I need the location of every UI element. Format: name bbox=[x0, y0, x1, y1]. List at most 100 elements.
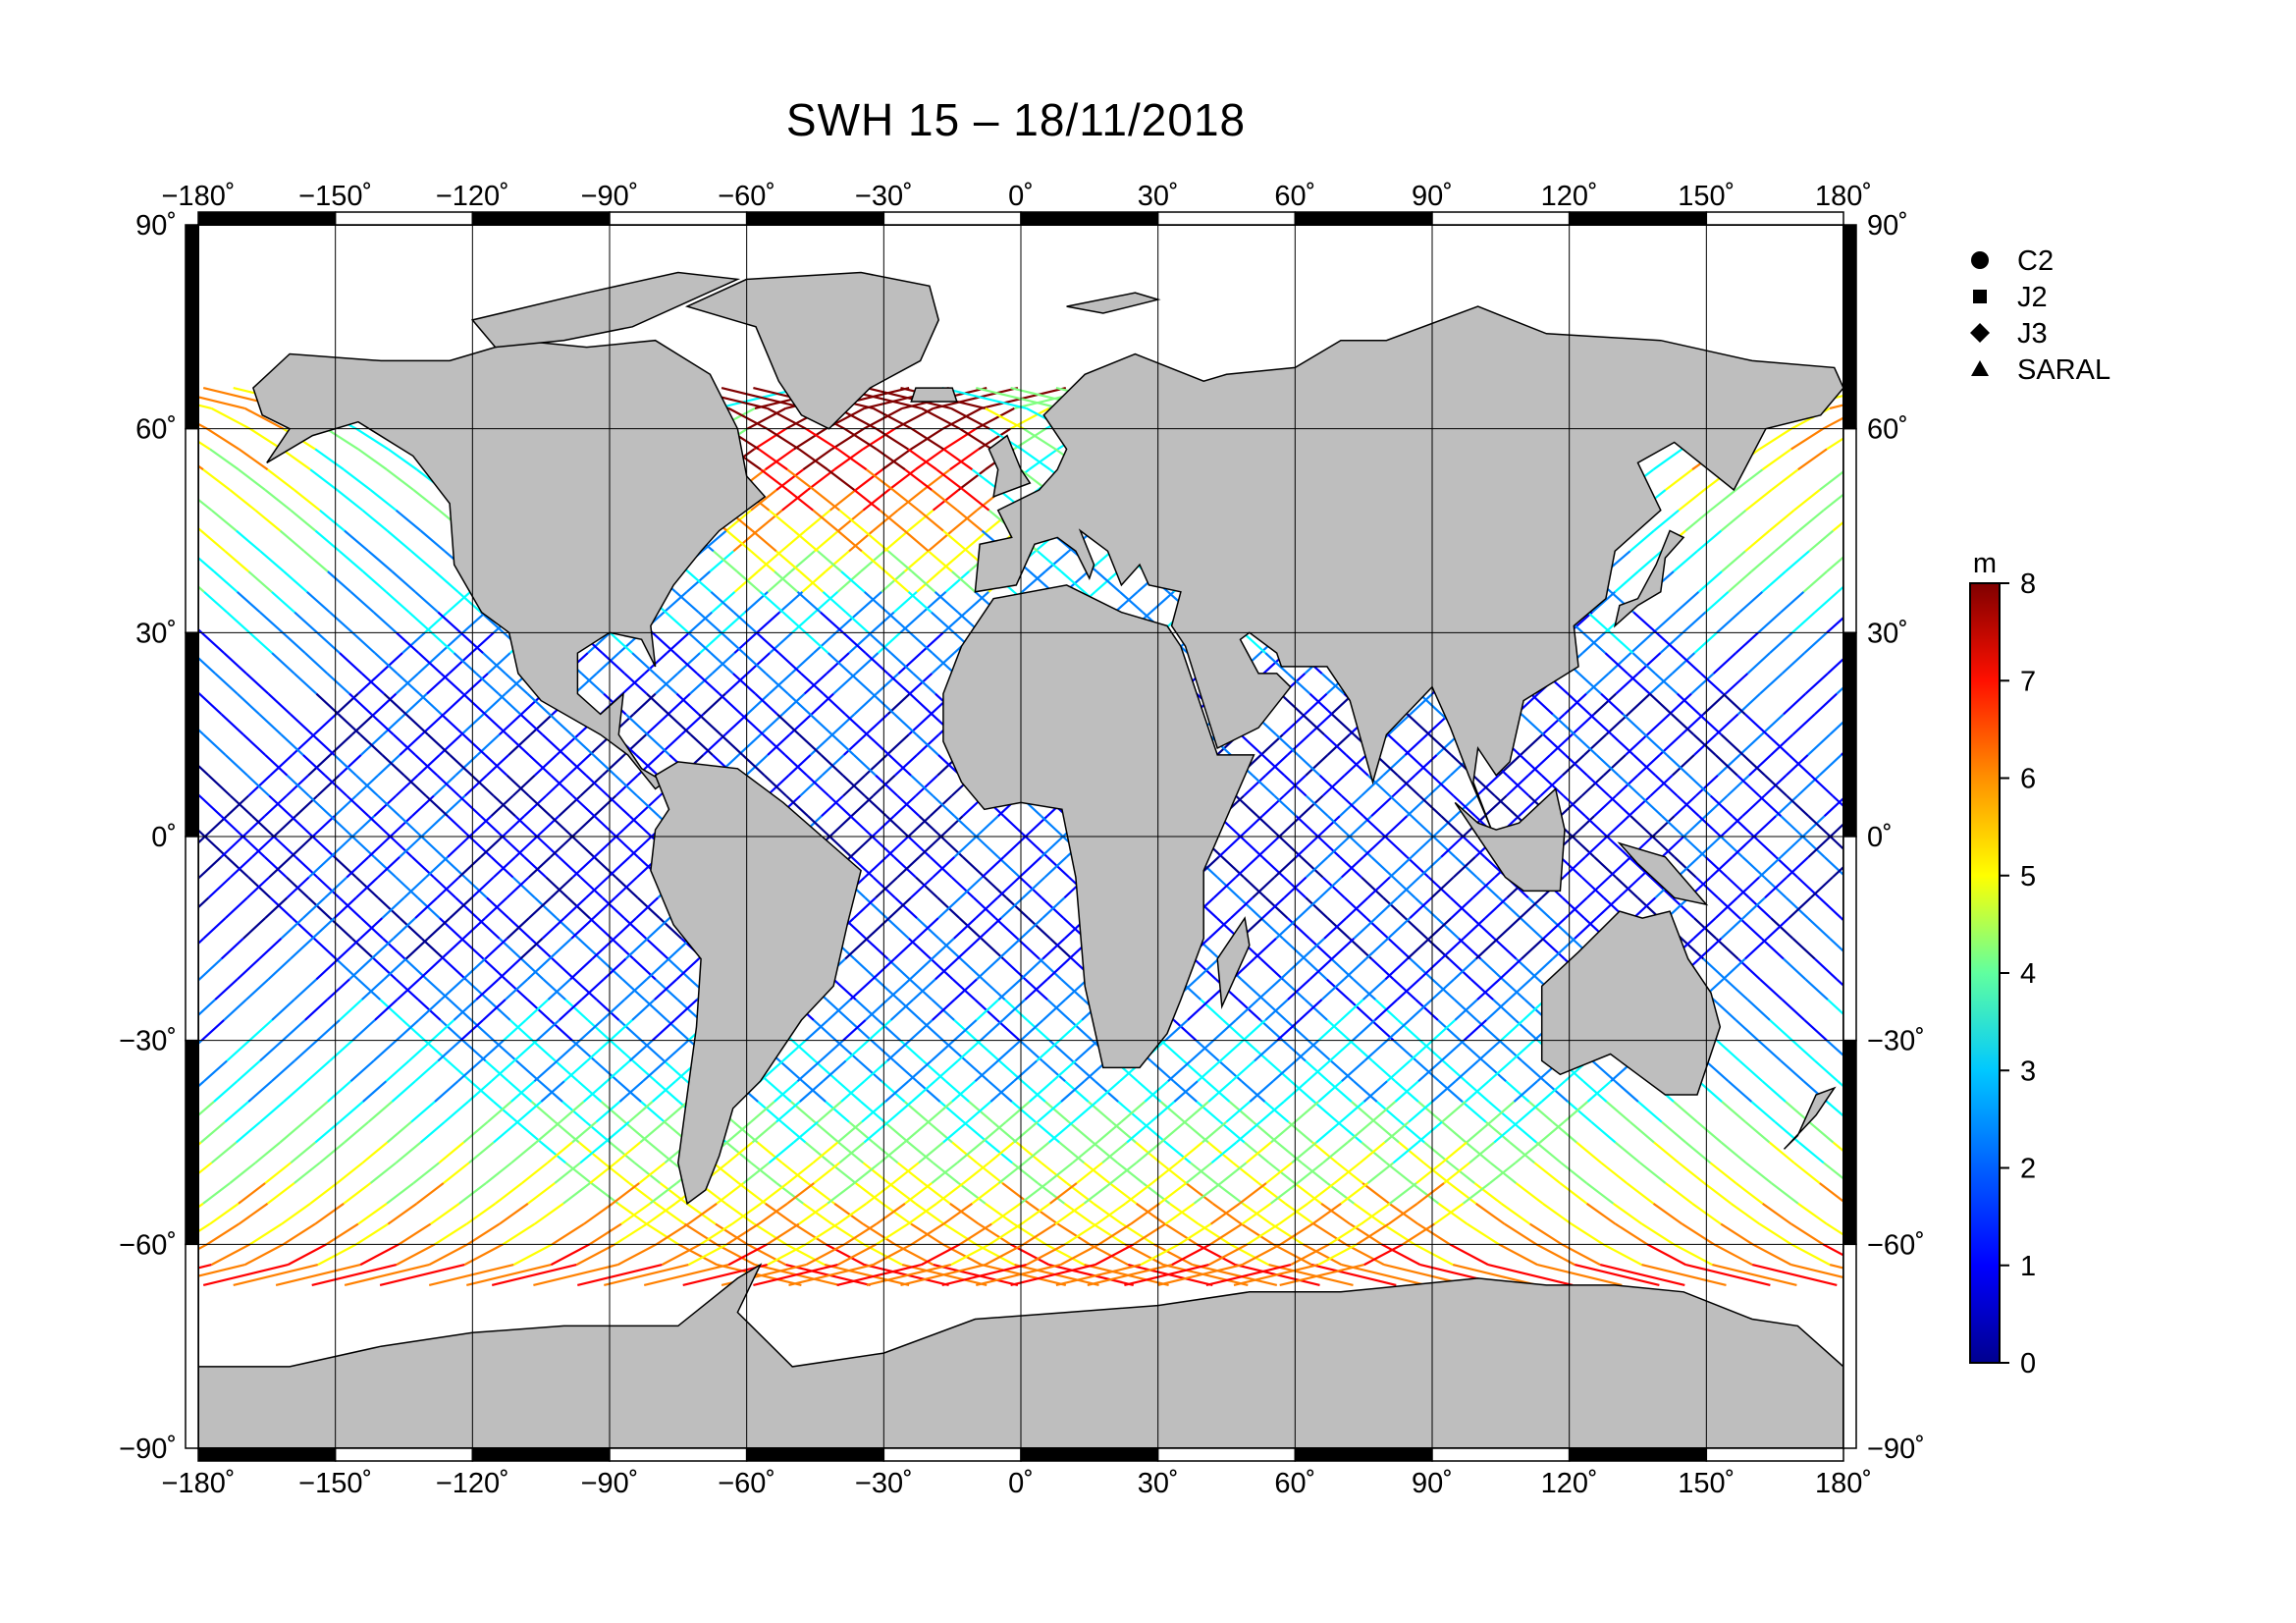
border-right-segment bbox=[1842, 427, 1857, 634]
track-segment bbox=[609, 1141, 636, 1164]
track-segment bbox=[1780, 590, 1805, 614]
track-segment bbox=[1051, 1059, 1077, 1083]
track-segment bbox=[651, 1019, 676, 1042]
track-segment bbox=[367, 550, 394, 572]
track-segment bbox=[742, 652, 767, 675]
track-segment bbox=[1325, 978, 1351, 1001]
track-segment bbox=[110, 613, 133, 633]
track-segment bbox=[204, 836, 228, 858]
track-segment bbox=[571, 794, 596, 818]
track-segment bbox=[2014, 1224, 2046, 1245]
track-segment bbox=[440, 978, 464, 1001]
track-segment bbox=[1261, 855, 1285, 879]
track-segment bbox=[1002, 815, 1027, 838]
track-segment bbox=[1471, 876, 1496, 899]
track-segment bbox=[766, 427, 800, 451]
colorbar-tick-label: 0 bbox=[2020, 1348, 2036, 1380]
track-segment bbox=[1256, 815, 1281, 838]
track-segment bbox=[1738, 1059, 1764, 1083]
track-segment bbox=[951, 509, 978, 532]
track-segment bbox=[549, 713, 572, 736]
border-bottom-segment bbox=[745, 1447, 885, 1462]
track-segment bbox=[35, 490, 61, 511]
track-segment bbox=[1021, 1080, 1046, 1103]
track-segment bbox=[1482, 1059, 1507, 1083]
track-segment bbox=[1868, 755, 1890, 776]
track-segment bbox=[1252, 876, 1276, 899]
track-segment bbox=[115, 653, 137, 674]
track-segment bbox=[1687, 774, 1712, 797]
track-segment bbox=[1521, 937, 1545, 960]
track-segment bbox=[2119, 551, 2143, 571]
track-segment bbox=[2263, 1183, 2289, 1204]
track-segment bbox=[1064, 1222, 1097, 1246]
track-segment bbox=[0, 449, 9, 469]
track-segment bbox=[1781, 652, 1806, 675]
track-segment bbox=[102, 571, 126, 592]
track-segment bbox=[1041, 1059, 1066, 1083]
track-segment bbox=[831, 713, 856, 736]
track-segment bbox=[1209, 1202, 1241, 1225]
track-segment bbox=[941, 1264, 1027, 1286]
track-segment bbox=[956, 509, 984, 532]
track-segment bbox=[1364, 937, 1389, 960]
track-segment bbox=[1826, 1101, 1843, 1118]
track-segment bbox=[635, 896, 660, 919]
track-segment bbox=[17, 1122, 40, 1143]
track-segment bbox=[2126, 1244, 2164, 1265]
track-segment bbox=[1409, 896, 1433, 919]
track-segment bbox=[35, 1163, 61, 1183]
track-segment bbox=[1308, 713, 1333, 736]
track-segment bbox=[266, 468, 295, 491]
track-segment bbox=[529, 937, 554, 960]
track-segment bbox=[1235, 1120, 1261, 1144]
track-segment bbox=[311, 1264, 398, 1286]
track-segment bbox=[876, 978, 900, 1001]
track-segment bbox=[133, 1081, 156, 1102]
track-segment bbox=[904, 1182, 933, 1205]
track-segment bbox=[329, 917, 353, 940]
track-segment bbox=[768, 673, 792, 695]
track-segment bbox=[1671, 896, 1695, 919]
track-segment bbox=[57, 1183, 83, 1204]
track-segment bbox=[1276, 1019, 1301, 1042]
track-segment bbox=[981, 1264, 1067, 1286]
track-segment bbox=[646, 1202, 676, 1225]
track-segment bbox=[1047, 1120, 1074, 1144]
track-segment bbox=[1187, 999, 1211, 1021]
track-segment bbox=[1037, 550, 1062, 572]
track-segment bbox=[198, 764, 210, 777]
track-segment bbox=[1035, 1120, 1061, 1144]
track-segment bbox=[1646, 713, 1671, 736]
track-segment bbox=[1659, 631, 1684, 654]
track-segment bbox=[840, 1080, 866, 1103]
track-segment bbox=[580, 673, 605, 695]
track-segment bbox=[1000, 896, 1024, 919]
track-segment bbox=[766, 1222, 800, 1246]
track-segment bbox=[2289, 449, 2296, 469]
track-segment bbox=[614, 774, 638, 797]
track-segment bbox=[1636, 754, 1661, 777]
track-segment bbox=[165, 734, 187, 755]
track-segment bbox=[1209, 1222, 1243, 1246]
track-segment bbox=[1317, 1019, 1342, 1042]
track-segment bbox=[721, 611, 746, 634]
track-segment bbox=[1940, 939, 1961, 959]
track-segment bbox=[389, 836, 413, 858]
track-segment bbox=[915, 876, 938, 899]
track-segment bbox=[1591, 1059, 1617, 1083]
track-segment bbox=[357, 978, 382, 1001]
track-segment bbox=[675, 957, 700, 981]
track-segment bbox=[1431, 1080, 1457, 1103]
track-segment bbox=[1533, 1162, 1561, 1184]
track-segment bbox=[1958, 469, 1985, 490]
track-segment bbox=[1549, 917, 1574, 940]
track-segment bbox=[877, 631, 902, 654]
track-segment bbox=[1382, 754, 1407, 777]
track-segment bbox=[372, 611, 398, 634]
track-segment bbox=[2046, 1244, 2084, 1265]
track-segment bbox=[861, 550, 886, 572]
track-segment bbox=[750, 1162, 777, 1184]
track-segment bbox=[1312, 1101, 1339, 1123]
track-segment bbox=[2189, 1183, 2216, 1204]
